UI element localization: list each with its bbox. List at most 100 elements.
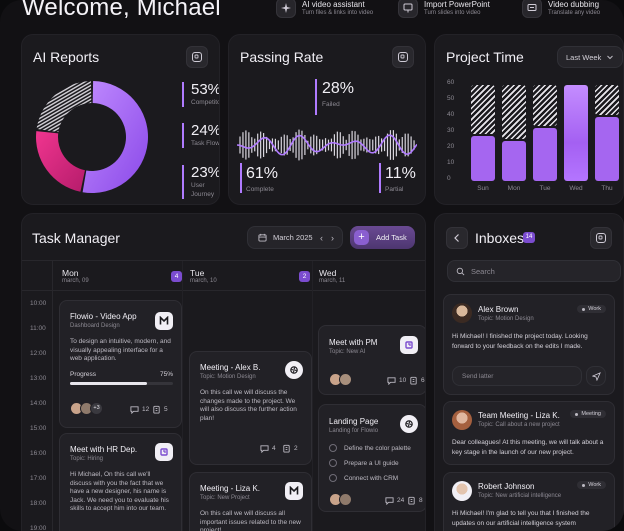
task-topic: Landing for Flowio (329, 428, 379, 434)
expand-button[interactable] (186, 46, 208, 68)
expand-button[interactable] (590, 227, 612, 249)
files-value: 8 (419, 497, 423, 504)
y-tick-label: 10 (447, 159, 455, 166)
task-card-landing-page[interactable]: Landing Page Landing for Flowio Define t… (318, 404, 425, 512)
period-select[interactable]: Last Week (557, 46, 623, 68)
task-card-meeting-liza-k[interactable]: Meeting - Liza K. Topic: New Project On … (189, 472, 312, 531)
inbox-message-robert[interactable]: Robert Johnson Topic: New artificial int… (443, 472, 615, 531)
aperture-logo-icon (400, 415, 418, 433)
passing-rate-wave-chart (237, 129, 417, 161)
passing-rate-title: Passing Rate (240, 49, 324, 65)
ai-reports-title: AI Reports (33, 49, 100, 65)
chevron-left-icon[interactable]: ‹ (320, 232, 323, 243)
message-topic: Topic: New artificial intelligence (478, 493, 562, 499)
progress-label: Progress (70, 371, 97, 378)
period-select-value: Last Week (566, 52, 602, 62)
project-time-bar-chart (469, 85, 619, 181)
tag-label: Meeting (581, 411, 601, 417)
bar-tue[interactable] (533, 128, 557, 181)
message-tag: Work (577, 481, 606, 489)
date-picker[interactable]: March 2025 ‹ › (247, 226, 343, 249)
y-tick-label: 60 (447, 79, 455, 86)
send-icon (591, 371, 601, 381)
y-tick-label: 50 (447, 95, 455, 102)
inboxes-title: Inboxes (475, 230, 525, 246)
files-count: 8 (407, 496, 423, 505)
expand-button[interactable] (392, 46, 414, 68)
search-placeholder: Search (471, 266, 495, 276)
header-tile-subtitle: Translate any video (548, 10, 601, 16)
task-card-flowio[interactable]: Flowio - Video App Dashboard Design To d… (59, 300, 182, 428)
checkbox-icon (329, 474, 337, 482)
inbox-message-alex[interactable]: Alex Brown Topic: Motion Design Work Hi … (443, 294, 615, 395)
checklist-label: Prepare a UI guide (344, 459, 399, 467)
day-count-badge: 2 (299, 271, 310, 282)
comments-value: 12 (142, 406, 150, 413)
task-title: Meet with PM (329, 338, 378, 347)
clipboard-icon (283, 444, 290, 453)
bar-sun[interactable] (471, 136, 495, 181)
reply-input[interactable]: Send latter (452, 366, 582, 386)
time-slot-label: 14:00 (30, 400, 47, 407)
bar-mon[interactable] (502, 141, 526, 181)
ai-reports-donut-chart (35, 81, 148, 193)
checklist-item[interactable]: Define the color palette (329, 444, 411, 452)
header-tile-import-powerpoint[interactable]: Import PowerPoint Turn slides into video (398, 0, 490, 22)
stat-value: 24% (191, 122, 220, 139)
add-task-button[interactable]: + Add Task (350, 226, 415, 249)
y-tick-label: 40 (447, 111, 455, 118)
tag-label: Work (588, 482, 601, 488)
stat-label: User Journey (191, 182, 215, 198)
message-body: Hi Michael! I finished the project today… (452, 333, 588, 350)
ai-reports-card: AI Reports 53% Competitors 2 (21, 34, 220, 205)
inboxes-card: Inboxes 14 Search Alex Brown Topic: Moti… (434, 213, 624, 531)
partial-marker (379, 163, 381, 193)
day-date: march, 09 (62, 278, 89, 284)
header-tile-ai-video[interactable]: AI video assistant Turn files & links in… (276, 0, 373, 22)
search-input[interactable]: Search (447, 260, 621, 282)
message-body: Hi Michael! I'm glad to tell you that I … (452, 510, 590, 527)
bar-thu[interactable] (595, 117, 619, 181)
divider (52, 261, 53, 531)
task-topic: Topic: Motion Design (200, 374, 256, 380)
inbox-message-team-meeting[interactable]: Team Meeting - Liza K. Topic: Call about… (443, 401, 615, 465)
task-card-meeting-alex[interactable]: Meeting - Alex B. Topic: Motion Design O… (189, 351, 312, 465)
send-button[interactable] (586, 366, 606, 386)
time-slot-label: 15:00 (30, 425, 47, 432)
chevron-left-icon (454, 234, 459, 242)
time-slot-label: 17:00 (30, 475, 47, 482)
passing-partial-value: 11% (385, 165, 416, 182)
checklist-item[interactable]: Connect with CRM (329, 474, 398, 482)
task-card-meet-pm[interactable]: Meet with PM Topic: New AI 10 6 (318, 325, 425, 395)
header-tile-subtitle: Turn slides into video (424, 10, 481, 16)
checklist-item[interactable]: Prepare a UI guide (329, 459, 399, 467)
task-manager-title: Task Manager (32, 230, 120, 246)
time-slot-label: 19:00 (30, 525, 47, 531)
files-value: 2 (294, 445, 298, 452)
task-title: Flowio - Video App (70, 312, 137, 321)
message-topic: Topic: Motion Design (478, 316, 534, 322)
day-header-mon: Mon march, 09 (62, 268, 89, 284)
passing-complete-label: Complete (246, 186, 274, 193)
expand-icon (398, 52, 408, 62)
day-name: Tue (190, 268, 205, 278)
avatar-overflow-count: +3 (90, 402, 103, 415)
hr-logo-icon (155, 443, 173, 461)
task-card-hr[interactable]: Meet with HR Dep. Topic: Hiring Hi Micha… (59, 433, 182, 531)
y-tick-label: 20 (447, 143, 455, 150)
back-button[interactable] (446, 227, 468, 249)
task-description: On this call we will discuss all importa… (200, 510, 301, 531)
project-time-title: Project Time (446, 49, 524, 65)
task-topic: Dashboard Design (70, 323, 120, 329)
bar-wed[interactable] (564, 85, 588, 181)
checklist-label: Connect with CRM (344, 474, 399, 482)
progress-fill (70, 382, 148, 385)
files-count: 6 (409, 376, 425, 385)
progress-value: 75% (159, 371, 173, 378)
expand-icon (192, 52, 202, 62)
date-picker-value: March 2025 (273, 233, 313, 242)
header-tile-video-dubbing[interactable]: Video dubbing Translate any video (522, 0, 600, 22)
passing-failed-value: 28% (322, 80, 355, 97)
time-slot-label: 10:00 (30, 300, 47, 307)
chevron-right-icon[interactable]: › (331, 232, 334, 243)
